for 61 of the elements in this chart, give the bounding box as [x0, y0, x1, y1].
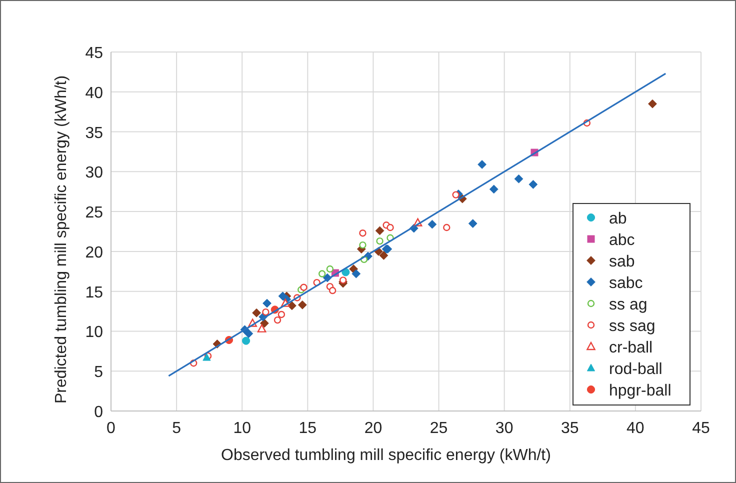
point	[262, 298, 272, 308]
point	[359, 229, 366, 237]
point	[244, 329, 254, 338]
x-tick-label: 15	[298, 420, 317, 437]
legend-label: hpgr-ball	[609, 382, 672, 400]
point	[252, 308, 261, 318]
x-tick-label: 35	[560, 420, 579, 437]
y-tick-label: 20	[85, 244, 104, 262]
legend-label: ss sag	[609, 318, 656, 335]
point	[278, 310, 286, 318]
x-axis-title: Observed tumbling mill specific energy (kWh/t)	[221, 447, 551, 464]
x-tick-label: 25	[430, 420, 448, 437]
y-tick-label: 0	[94, 404, 104, 421]
y-tick-label: 30	[85, 164, 104, 182]
point	[452, 191, 460, 198]
y-tick-label: 40	[85, 84, 104, 102]
point	[300, 284, 308, 291]
point	[274, 316, 282, 324]
x-tick-label: 45	[692, 420, 710, 437]
point	[339, 276, 347, 284]
point	[428, 220, 437, 229]
y-tick-label: 25	[85, 204, 104, 222]
y-tick-label: 45	[85, 45, 104, 62]
legend-label: sabc	[609, 275, 643, 292]
x-tick-label: 10	[233, 420, 252, 437]
point	[648, 99, 657, 108]
legend-label: abc	[609, 232, 635, 249]
x-tick-label: 40	[626, 420, 644, 437]
point	[468, 219, 478, 228]
legend-label: rod-ball	[609, 361, 662, 378]
point	[528, 180, 538, 189]
point	[298, 300, 307, 310]
point	[352, 269, 361, 278]
point	[257, 324, 266, 332]
y-axis-title: Predicted tumbling mill specific energy (kWh/t)	[53, 75, 70, 404]
legend-label: sab	[609, 254, 635, 270]
x-tick-label: 5	[172, 420, 182, 437]
point	[242, 336, 250, 345]
y-tick-label: 10	[85, 324, 104, 342]
legend-label: ss ag	[609, 296, 648, 314]
legend-label: cr-ball	[609, 340, 653, 356]
point	[514, 174, 524, 184]
point	[386, 224, 394, 232]
point	[443, 224, 450, 232]
x-tick-label: 20	[364, 420, 382, 437]
point	[489, 184, 498, 194]
y-tick-label: 35	[85, 124, 104, 142]
point	[262, 308, 270, 316]
y-tick-label: 15	[85, 284, 104, 302]
point	[326, 265, 334, 273]
x-tick-label: 0	[106, 420, 116, 437]
y-tick-label: 5	[94, 364, 104, 382]
point	[379, 250, 388, 260]
point	[328, 286, 336, 294]
point	[376, 237, 384, 245]
point	[478, 160, 486, 169]
point	[318, 270, 326, 278]
legend-label: ab	[609, 210, 627, 228]
point	[375, 226, 384, 236]
x-tick-label: 30	[495, 420, 514, 437]
point	[359, 241, 366, 249]
